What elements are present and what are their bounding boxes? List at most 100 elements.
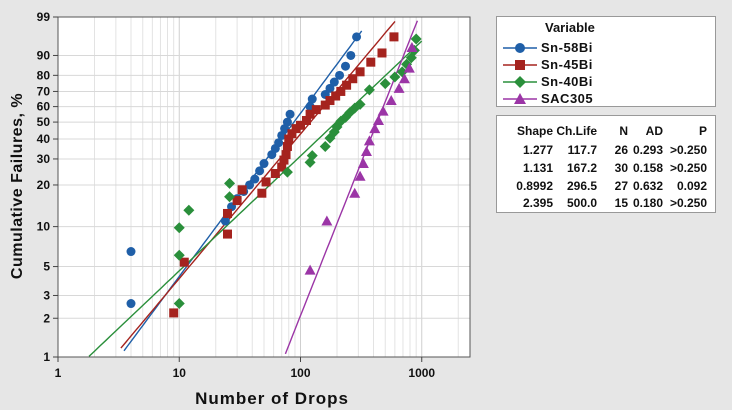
point-sn40bi <box>281 166 293 178</box>
point-sn58bi <box>335 70 345 80</box>
point-sn45bi <box>281 150 291 160</box>
point-sac305 <box>377 105 389 116</box>
point-sn40bi <box>173 298 185 310</box>
point-sn58bi <box>282 117 292 127</box>
stats-cell-chlife: 117.7 <box>567 143 597 157</box>
y-tick-label: 90 <box>37 48 51 62</box>
legend-label-sn45bi: Sn-45Bi <box>541 57 593 72</box>
legend-swatch-sn58bi <box>503 43 537 53</box>
point-sn45bi <box>295 120 305 130</box>
point-sn45bi <box>179 257 189 267</box>
point-sn58bi <box>126 247 136 257</box>
y-tick-label: 80 <box>37 68 51 82</box>
plot-frame <box>57 16 471 358</box>
point-sn45bi <box>232 196 242 206</box>
y-tick-label: 99 <box>37 10 51 24</box>
point-sac305 <box>373 114 385 125</box>
point-sn58bi <box>325 83 335 93</box>
stats-cell-ad: 0.158 <box>632 161 663 175</box>
y-tick-label: 1 <box>43 350 50 364</box>
point-sn45bi <box>348 74 358 84</box>
point-sn40bi <box>410 33 422 45</box>
stats-header-shape: Shape <box>516 124 553 138</box>
point-sn40bi <box>379 78 391 90</box>
legend-swatch-sn40bi <box>503 76 537 88</box>
stats-header-n: N <box>619 124 628 138</box>
point-sn45bi <box>301 115 311 125</box>
point-sn45bi <box>311 105 321 115</box>
point-sn45bi <box>169 308 179 318</box>
legend-swatch-sn45bi <box>503 60 537 70</box>
point-sn40bi <box>306 150 318 162</box>
legend-item-sac305: SAC305 <box>503 91 713 107</box>
stats-cell-p: >0.250 <box>669 143 707 157</box>
point-sn58bi <box>220 216 230 226</box>
x-tick-label: 1 <box>55 366 62 380</box>
point-sn58bi <box>250 174 260 184</box>
point-sn45bi <box>377 48 387 58</box>
point-sn40bi <box>363 84 375 96</box>
point-sn58bi <box>352 32 362 42</box>
point-sn45bi <box>270 168 280 178</box>
x-tick-label: 10 <box>173 366 187 380</box>
point-sn58bi <box>245 180 255 190</box>
point-sac305 <box>357 158 369 169</box>
point-sn45bi <box>342 80 352 90</box>
point-sn45bi <box>366 57 376 67</box>
point-sn40bi <box>319 141 331 153</box>
x-axis-label: Number of Drops <box>195 389 349 408</box>
point-sac305 <box>406 41 418 52</box>
data-points <box>126 32 422 318</box>
x-tick-label: 100 <box>290 366 310 380</box>
point-sn58bi <box>274 138 284 148</box>
point-sn45bi <box>261 177 271 187</box>
y-axis-label: Cumulative Failures, % <box>9 93 26 279</box>
point-sn40bi <box>224 191 236 203</box>
legend-label-sac305: SAC305 <box>541 91 594 106</box>
point-sac305 <box>354 170 366 181</box>
point-sn58bi <box>285 109 295 119</box>
point-sn40bi <box>173 249 185 261</box>
stats-cell-shape: 0.8992 <box>516 179 553 193</box>
point-sn40bi <box>173 222 185 234</box>
y-tick-label: 5 <box>43 260 50 274</box>
point-sac305 <box>304 264 316 275</box>
y-tick-label: 40 <box>37 132 51 146</box>
point-sn58bi <box>277 130 287 140</box>
point-sn45bi <box>331 91 341 101</box>
point-sac305 <box>398 73 410 84</box>
point-sn45bi <box>389 32 399 42</box>
point-sn40bi <box>224 177 236 189</box>
point-sac305 <box>393 82 405 93</box>
y-tick-label: 60 <box>37 100 51 114</box>
point-sn58bi <box>340 61 350 71</box>
stats-cell-ad: 0.293 <box>632 143 663 157</box>
legend-item-sn40bi: Sn-40Bi <box>503 74 713 90</box>
point-sn45bi <box>320 100 330 110</box>
x-axis-ticks: 1 10 100 1000 <box>55 357 435 380</box>
stats-row: 2.395 500.0 15 0.180 >0.250 <box>497 196 715 212</box>
legend-item-sn58bi: Sn-58Bi <box>503 40 713 56</box>
point-sn45bi <box>282 142 292 152</box>
point-sac305 <box>369 123 381 134</box>
point-sac305 <box>321 215 333 226</box>
point-sn45bi <box>223 208 233 218</box>
stats-cell-p: >0.250 <box>669 196 707 210</box>
point-sn45bi <box>277 162 287 172</box>
point-sn45bi <box>223 229 233 239</box>
stats-header-row: Shape Ch.Life N AD P <box>497 124 715 140</box>
fit-line-sn40bi <box>88 40 423 357</box>
stats-cell-ad: 0.180 <box>632 196 663 210</box>
point-sac305 <box>360 145 372 156</box>
stats-header-p: P <box>698 124 707 138</box>
point-sn58bi <box>329 77 339 87</box>
y-tick-label: 70 <box>37 84 51 98</box>
stats-row: 1.277 117.7 26 0.293 >0.250 <box>497 143 715 159</box>
point-sn45bi <box>336 86 346 96</box>
point-sn45bi <box>257 188 267 198</box>
point-sac305 <box>403 62 415 73</box>
point-sac305 <box>385 95 397 106</box>
point-sac305 <box>363 135 375 146</box>
legend-label-sn58bi: Sn-58Bi <box>541 40 593 55</box>
